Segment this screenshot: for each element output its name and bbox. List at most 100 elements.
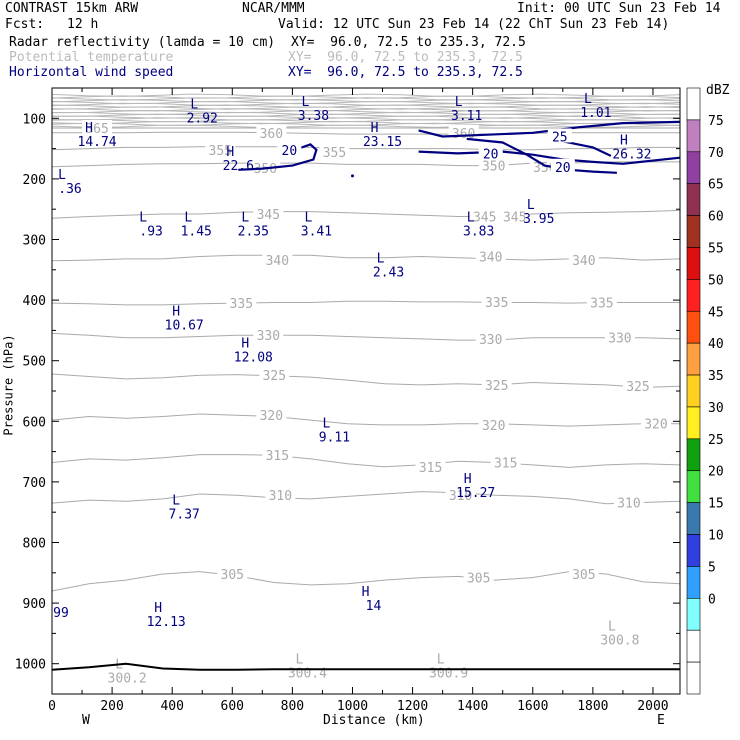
y-tick-label: 800: [23, 537, 46, 552]
colorbar-label: 65: [708, 178, 724, 193]
theta-label-bg: [481, 376, 512, 391]
x-tick-label: 400: [160, 699, 183, 714]
hl-letter: L: [172, 493, 180, 508]
colorbar-cell: [686, 406, 701, 440]
colorbar-cell: [686, 470, 701, 503]
hl-letter: H: [85, 121, 93, 136]
theta-contour-320: [51, 413, 680, 427]
y-tick-label: 500: [23, 355, 46, 370]
theta-contour-325: [51, 373, 681, 388]
y-tick-label: 200: [23, 173, 46, 188]
theta-label: 355: [323, 146, 346, 161]
hl-letter: H: [620, 133, 628, 148]
theta-label: 325: [626, 380, 649, 395]
colorbar-label: 25: [708, 433, 724, 448]
theta-contour-310: [51, 491, 681, 505]
theta-label: 310: [617, 497, 640, 512]
theta-label-bg: [217, 566, 248, 581]
colorbar-cell: [686, 534, 701, 567]
hl-letter: L: [302, 95, 310, 110]
wind-contour-20-2: [418, 150, 681, 165]
hl-value: 26.32: [612, 147, 651, 162]
hl-letter: H: [362, 585, 370, 600]
hl-letter: L: [184, 210, 192, 225]
x-tick-label: 2000: [637, 699, 668, 714]
theta-contour-350: [51, 161, 680, 168]
hl-letter: L: [377, 252, 385, 267]
theta-label-bg: [640, 415, 671, 430]
colorbar-label: 70: [708, 146, 724, 161]
hl-value: 14.74: [78, 135, 117, 150]
theta-label: 345: [257, 208, 280, 223]
theta-label-bg: [463, 569, 494, 584]
theta-label: 345: [503, 210, 526, 225]
y-tick-label: 1000: [15, 658, 46, 673]
y-tick-label: 400: [23, 294, 46, 309]
theta-label: 320: [260, 409, 283, 424]
hl-letter: L: [190, 98, 198, 113]
theta-label-bg: [256, 407, 287, 422]
theta-label: 320: [644, 418, 667, 433]
wind-contour-x-4: [562, 140, 612, 157]
theta-label-bg: [481, 293, 512, 308]
hl-letter: L: [139, 210, 147, 225]
theta-label: 350: [533, 161, 556, 176]
hl-value: 23.15: [363, 135, 402, 150]
colorbar-cell: [686, 661, 701, 695]
hl-letter: L: [467, 210, 475, 225]
hl-letter: L: [305, 210, 313, 225]
east-label: E: [657, 713, 665, 728]
colorbar-cell: [686, 87, 701, 121]
hl-letter: H: [464, 472, 472, 487]
colorbar-cell: [686, 629, 701, 663]
theta-label-bg: [319, 144, 350, 159]
hl-value: 2.43: [373, 266, 404, 281]
terrain-line: [51, 662, 680, 671]
colorbar-label: 10: [708, 529, 724, 544]
hl-value: 9.11: [319, 430, 350, 445]
wind-label-bg: [478, 145, 503, 160]
x-tick-label: 600: [221, 699, 244, 714]
hl-value: 22.6: [223, 159, 254, 174]
colorbar-cell: [686, 151, 701, 184]
hl-letter: H: [226, 145, 234, 160]
theta-label-bg: [568, 252, 599, 267]
hl-value: 300.4: [288, 667, 327, 682]
theta-label-bg: [499, 208, 530, 223]
colorbar-label: 20: [708, 465, 724, 480]
wind-point: [350, 174, 354, 178]
theta-label-bg: [262, 447, 293, 462]
hl-value: 7.37: [169, 507, 200, 522]
field-theta: Potential temperature: [9, 50, 174, 65]
hl-value: 14: [366, 599, 382, 614]
theta-label: 305: [572, 568, 595, 583]
theta-label: 350: [254, 162, 277, 177]
hl-letter: L: [584, 92, 592, 107]
hl-letter: L: [455, 95, 463, 110]
hl-value: 3.83: [463, 224, 494, 239]
forecast-hour: 12 h: [67, 17, 99, 32]
theta-label-bg: [568, 566, 599, 581]
x-tick-label: 800: [281, 699, 304, 714]
theta-label-bg: [475, 248, 506, 263]
forecast-label: Fcst:: [5, 17, 45, 32]
theta-label-bg: [490, 454, 521, 469]
hl-letter: L: [58, 168, 66, 183]
theta-label-bg: [445, 487, 476, 502]
field-wind: Horizontal wind speed: [9, 65, 174, 80]
x-tick-label: 1400: [457, 699, 488, 714]
theta-label-bg: [250, 159, 281, 174]
hl-value: 3.95: [523, 212, 554, 227]
hl-value: 12.08: [234, 350, 273, 365]
theta-label: 310: [449, 489, 472, 504]
y-tick-label: 300: [23, 234, 46, 249]
colorbar-label: 75: [708, 114, 724, 129]
hl-value: 2.35: [238, 224, 269, 239]
hl-value: 3.11: [451, 109, 482, 124]
colorbar-label: 5: [708, 560, 716, 575]
colorbar-cell: [686, 119, 701, 153]
colorbar-cell: [686, 215, 701, 248]
theta-contour-345: [51, 209, 681, 219]
theta-label: 365: [85, 122, 108, 137]
hl-value: 15.27: [456, 486, 495, 501]
